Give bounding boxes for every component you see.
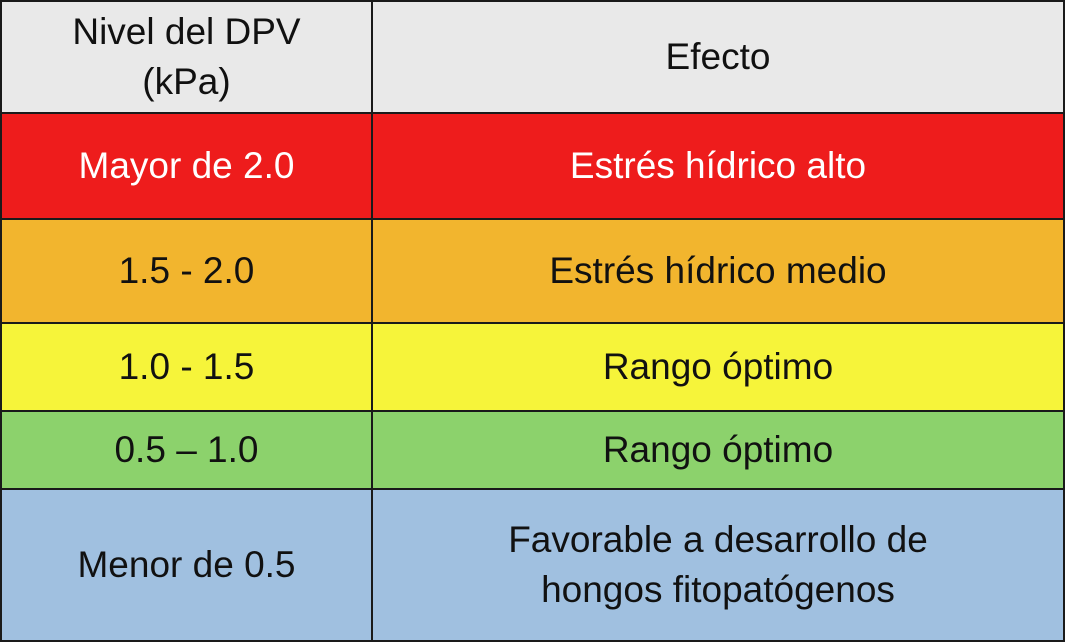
effect-value: Rango óptimo [602, 429, 834, 470]
header-level-line2: (kPa) [142, 61, 231, 102]
header-effect: Efecto [371, 0, 1065, 114]
header-effect-label: Efecto [665, 36, 771, 77]
level-cell: 1.0 - 1.5 [0, 322, 373, 412]
level-value: 1.0 - 1.5 [118, 346, 255, 387]
table-row: Mayor de 2.0 Estrés hídrico alto [0, 112, 1065, 220]
level-value: Mayor de 2.0 [78, 145, 295, 186]
header-level: Nivel del DPV (kPa) [0, 0, 373, 114]
level-cell: 1.5 - 2.0 [0, 218, 373, 324]
effect-value-line1: Favorable a desarrollo de [508, 519, 928, 560]
level-cell: Menor de 0.5 [0, 488, 373, 642]
effect-value: Estrés hídrico alto [569, 145, 867, 186]
level-cell: 0.5 – 1.0 [0, 410, 373, 490]
effect-cell: Rango óptimo [371, 322, 1065, 412]
header-level-line1: Nivel del DPV [72, 11, 301, 52]
table-row: 1.0 - 1.5 Rango óptimo [0, 322, 1065, 412]
table-row: 0.5 – 1.0 Rango óptimo [0, 410, 1065, 490]
effect-value-line2: hongos fitopatógenos [541, 569, 895, 610]
effect-cell: Estrés hídrico alto [371, 112, 1065, 220]
table-row: 1.5 - 2.0 Estrés hídrico medio [0, 218, 1065, 324]
level-value: 1.5 - 2.0 [118, 250, 255, 291]
effect-value: Rango óptimo [602, 346, 834, 387]
effect-value: Estrés hídrico medio [549, 250, 887, 291]
effect-cell: Favorable a desarrollo de hongos fitopat… [371, 488, 1065, 642]
effect-cell: Rango óptimo [371, 410, 1065, 490]
level-value: Menor de 0.5 [77, 544, 296, 585]
level-value: 0.5 – 1.0 [114, 429, 259, 470]
table-row: Menor de 0.5 Favorable a desarrollo de h… [0, 488, 1065, 642]
effect-cell: Estrés hídrico medio [371, 218, 1065, 324]
level-cell: Mayor de 2.0 [0, 112, 373, 220]
table-header-row: Nivel del DPV (kPa) Efecto [0, 0, 1065, 114]
